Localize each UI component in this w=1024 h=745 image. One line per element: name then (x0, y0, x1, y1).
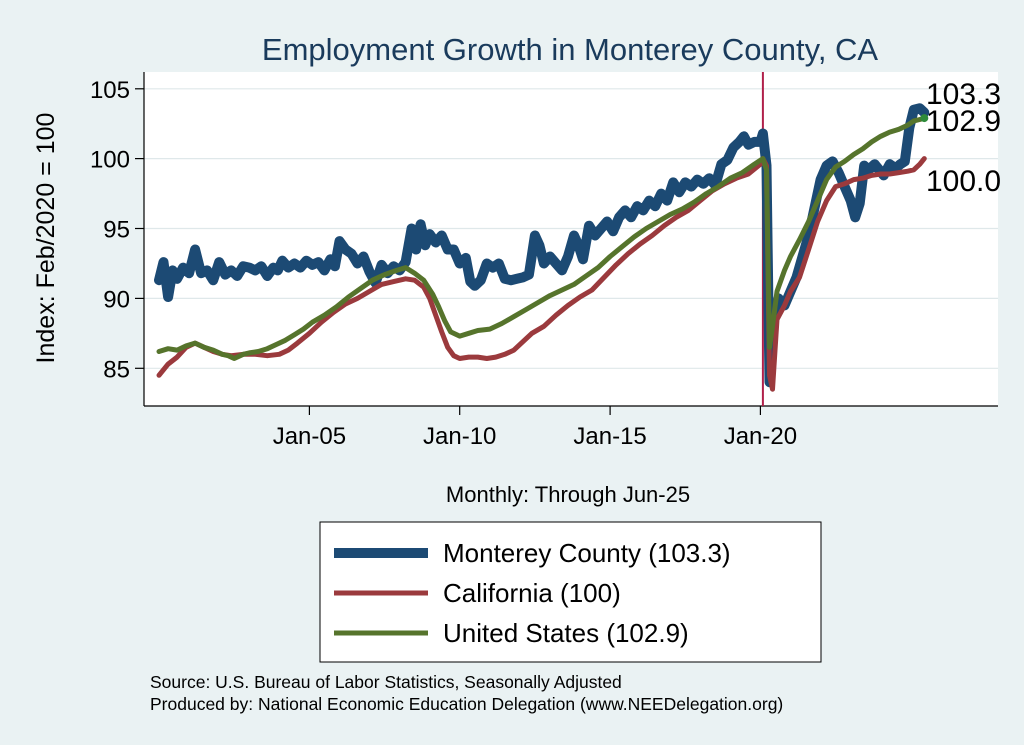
x-axis: Jan-05 Jan-10 Jan-15 Jan-20 (144, 405, 998, 450)
end-label-united-states: 102.9 (926, 105, 1001, 138)
legend-label-california: California (100) (443, 578, 621, 608)
end-labels: 103.3 102.9 100.0 (926, 78, 1001, 198)
y-axis-label: Index: Feb/2020 = 100 (32, 113, 60, 364)
series-layer (154, 103, 930, 392)
legend-label-united-states: United States (102.9) (443, 618, 689, 648)
legend-box (319, 521, 822, 663)
series-end-marker-united-states (920, 114, 929, 123)
y-tick-label-85: 85 (103, 356, 130, 383)
produced-by-note: Produced by: National Economic Education… (150, 694, 783, 714)
series-line-monterey-county (154, 103, 930, 388)
y-tick-label-90: 90 (103, 286, 130, 313)
source-note: Source: U.S. Bureau of Labor Statistics,… (150, 672, 622, 692)
y-axis: 85 90 95 100 105 (90, 72, 145, 406)
series-line-california (156, 156, 927, 392)
end-label-monterey: 103.3 (926, 78, 1001, 111)
y-tick-label-95: 95 (103, 217, 130, 244)
x-tick-label-Jan-20: Jan-20 (724, 423, 797, 450)
y-tick-label-105: 105 (90, 77, 130, 104)
legend: Monterey County (103.3) California (100)… (319, 521, 822, 663)
x-tick-label-Jan-15: Jan-15 (573, 423, 646, 450)
series-line-united-states (156, 115, 927, 361)
x-tick-label-Jan-05: Jan-05 (273, 423, 346, 450)
x-tick-label-Jan-10: Jan-10 (423, 423, 496, 450)
legend-label-monterey: Monterey County (103.3) (443, 538, 731, 568)
end-label-california: 100.0 (926, 165, 1001, 198)
y-gridlines (144, 88, 998, 369)
y-tick-label-100: 100 (90, 147, 130, 174)
chart-title: Employment Growth in Monterey County, CA (262, 32, 879, 67)
x-axis-label: Monthly: Through Jun-25 (446, 482, 690, 507)
